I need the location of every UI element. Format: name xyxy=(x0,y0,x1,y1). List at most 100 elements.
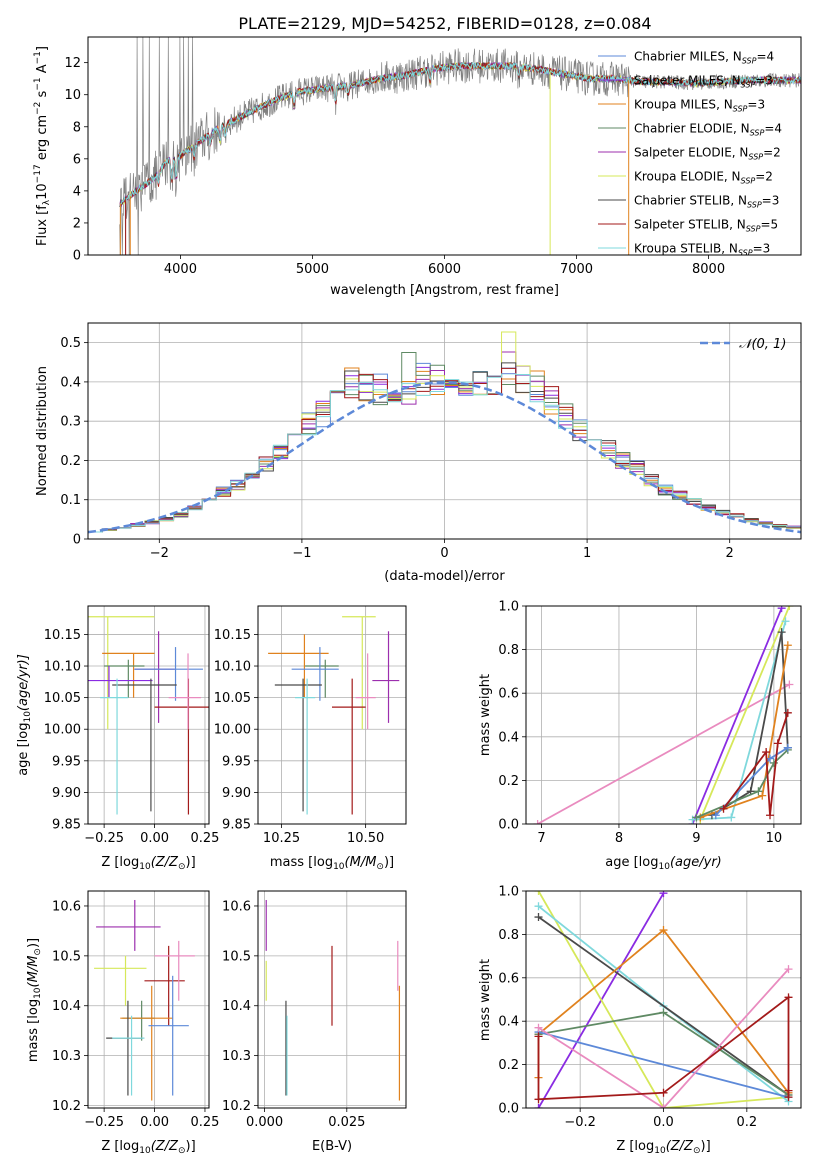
y-tick-label: 6 xyxy=(73,152,81,167)
y-tick-label: 10.05 xyxy=(44,691,81,706)
error-bar-point xyxy=(104,659,145,698)
weight-series-line xyxy=(691,607,783,824)
weight-marker xyxy=(534,891,543,895)
x-tick-label: −0.25 xyxy=(84,1115,124,1130)
weight-marker xyxy=(533,820,542,824)
weight-marker xyxy=(534,1023,543,1032)
y-tick-label: 10 xyxy=(64,88,81,103)
y-tick-label: 0.3 xyxy=(60,415,81,430)
y-tick-label: 0.0 xyxy=(498,1102,519,1117)
y-tick-label: 0.2 xyxy=(498,1058,519,1073)
y-tick-label: 10.15 xyxy=(214,628,251,643)
weight-marker xyxy=(783,641,792,650)
error-bar-point xyxy=(96,899,161,951)
error-bar-point xyxy=(148,975,189,1096)
weight-series-line xyxy=(537,683,790,824)
legend-entry: 𝒩(0, 1) xyxy=(739,337,786,352)
error-bar-point xyxy=(274,678,322,812)
y-tick-label: 8 xyxy=(73,120,81,135)
error-bar-point xyxy=(332,678,366,815)
error-bar-point xyxy=(112,678,177,812)
x-axis-label: E(B-V) xyxy=(312,1139,352,1154)
panel-weight-vs-Z: −0.2 0.0 0.2 0.0 0.2 0.4 0.6 0.8 1.0 Z [log10(Z/Z… xyxy=(478,885,802,1156)
weight-marker xyxy=(785,680,794,689)
y-tick-label: 9.85 xyxy=(222,818,251,833)
error-bar-point xyxy=(112,1015,145,1096)
plot-area xyxy=(533,606,794,824)
panel-mass-vs-Z: −0.25 0.00 0.25 10.2 10.3 10.4 10.5 10.6 Z [log1… xyxy=(26,890,219,1156)
axis-label: Z [log10(Z/Z⊙)] xyxy=(616,1139,710,1156)
y-tick-label: 9.90 xyxy=(52,786,81,801)
x-tick-label: 10 xyxy=(766,831,783,846)
legend-entry: Chabrier ELODIE, NSSP=4 xyxy=(634,122,782,138)
x-tick-label: 10.50 xyxy=(347,831,384,846)
weight-series-line xyxy=(699,606,791,820)
axes-frame xyxy=(87,890,210,1109)
x-axis-label: age [log10(age/yr) xyxy=(605,855,721,872)
panel-mass-vs-ebv: 0.000 0.025 10.2 10.3 10.4 10.5 10.6 E(B-V) xyxy=(222,890,407,1154)
x-tick-label: 0.00 xyxy=(140,831,169,846)
error-bar-point xyxy=(88,616,155,730)
y-tick-label: 0.6 xyxy=(498,971,519,986)
panel-spectrum: 4000 5000 6000 7000 8000 0 2 4 6 8 10 12 Chabrier MI… xyxy=(33,36,802,298)
y-tick-label: 0.4 xyxy=(498,730,519,745)
y-tick-label: 0.2 xyxy=(498,774,519,789)
y-tick-label: 10.05 xyxy=(214,691,251,706)
legend-entry: Salpeter STELIB, NSSP=5 xyxy=(634,218,778,234)
y-axis-label: Normed distribution xyxy=(35,366,50,496)
error-bar-point xyxy=(305,659,339,698)
weight-marker xyxy=(758,791,767,800)
legend-entry: Kroupa STELIB, NSSP=3 xyxy=(634,242,770,258)
observed-spectrum xyxy=(119,37,801,255)
error-bar-point xyxy=(88,666,153,698)
y-tick-label: 0.0 xyxy=(498,818,519,833)
weight-marker xyxy=(785,606,794,610)
x-axis-label: (data-model)/error xyxy=(384,569,505,584)
axes-frame xyxy=(257,890,407,1109)
y-tick-label: 0.4 xyxy=(60,375,81,390)
error-bar-point xyxy=(94,955,147,1006)
legend-entry: Salpeter ELODIE, NSSP=2 xyxy=(634,146,781,162)
y-tick-label: 2 xyxy=(73,216,81,231)
error-bar-point xyxy=(342,616,376,730)
axis-label: Z [log10(Z/Z⊙)] xyxy=(101,1139,195,1156)
error-bar-point xyxy=(372,631,400,723)
error-bar-point xyxy=(122,1000,155,1041)
y-tick-label: 9.95 xyxy=(52,754,81,769)
y-tick-label: 10.10 xyxy=(214,660,251,675)
x-tick-label: −2 xyxy=(150,546,169,561)
x-tick-label: 7 xyxy=(537,831,545,846)
y-tick-label: 10.00 xyxy=(44,723,81,738)
axes-frame xyxy=(525,605,802,825)
weight-marker xyxy=(727,813,736,822)
y-tick-label: 10.3 xyxy=(222,1049,251,1064)
x-tick-label: 7000 xyxy=(560,262,593,277)
x-tick-label: 6000 xyxy=(428,262,461,277)
weight-marker xyxy=(777,628,786,637)
weight-marker xyxy=(659,1088,668,1097)
plot-area xyxy=(268,616,400,815)
weight-marker xyxy=(784,993,793,1002)
weight-marker xyxy=(719,804,728,813)
error-bar-point xyxy=(355,653,376,730)
y-axis-label: mass weight xyxy=(478,674,493,756)
y-tick-label: 0.1 xyxy=(60,493,81,508)
x-tick-label: 0.25 xyxy=(190,831,219,846)
axes-frame xyxy=(87,605,210,825)
weight-marker xyxy=(773,739,782,748)
y-axis-label: age [log10(age/yr)] xyxy=(16,654,33,776)
x-tick-label: 8 xyxy=(615,831,623,846)
weight-marker xyxy=(766,811,775,820)
weight-marker xyxy=(659,1104,668,1108)
y-tick-label: 10.4 xyxy=(222,999,251,1014)
plot-area xyxy=(88,331,801,534)
error-bar-point xyxy=(106,1000,143,1096)
panel-weight-vs-age: 7 8 9 10 0.0 0.2 0.4 0.6 0.8 1.0 age [log10(age/yr… xyxy=(478,600,802,872)
weight-marker xyxy=(692,813,701,822)
error-bar-point xyxy=(154,678,209,815)
y-tick-label: 10.00 xyxy=(214,723,251,738)
x-tick-label: 5000 xyxy=(296,262,329,277)
weight-marker xyxy=(534,902,543,911)
x-tick-label: −0.25 xyxy=(84,831,124,846)
y-tick-label: 10.6 xyxy=(52,899,81,914)
